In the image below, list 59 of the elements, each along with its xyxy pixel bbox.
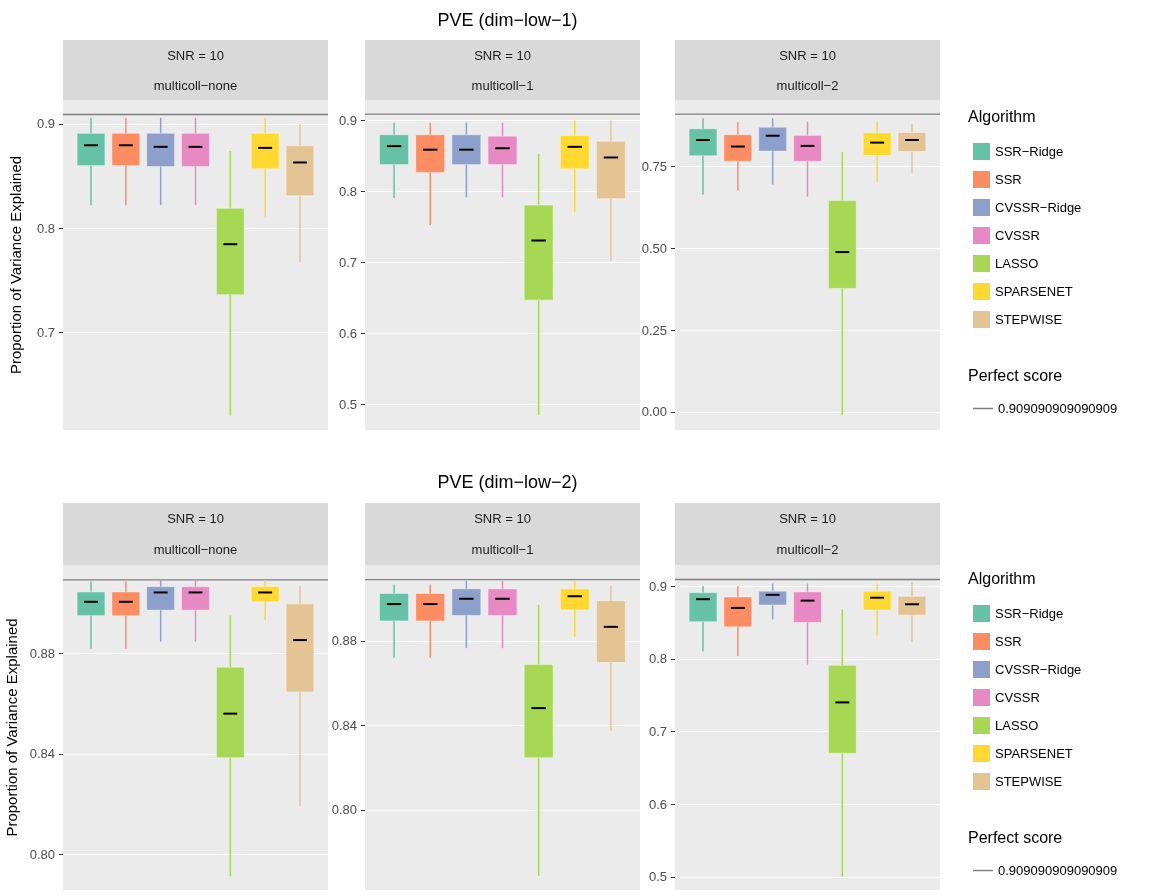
chart-title: PVE (dim−low−1) bbox=[437, 10, 578, 30]
legend-label: SSR bbox=[995, 172, 1022, 187]
text: Perfect score bbox=[968, 366, 1063, 384]
y-tick-label: 0.5 bbox=[338, 396, 357, 412]
text: SNR = 10 bbox=[779, 511, 836, 526]
y-tick-label: 0.5 bbox=[648, 869, 667, 885]
y-tick-label: 0.84 bbox=[331, 717, 357, 733]
y-tick-label: 0.7 bbox=[338, 255, 357, 271]
y-tick-label: 0.7 bbox=[36, 324, 55, 340]
text: SNR = 10 bbox=[167, 511, 224, 526]
y-tick-label: 0.8 bbox=[648, 651, 667, 667]
legend-label: SSR−Ridge bbox=[995, 606, 1064, 621]
chart-title: PVE (dim−low−2) bbox=[437, 472, 578, 492]
y-tick-label: 0.88 bbox=[331, 633, 357, 649]
y-tick-label: 0.75 bbox=[641, 158, 667, 174]
text: multicoll−1 bbox=[471, 77, 534, 93]
legend-label: SSR bbox=[995, 634, 1022, 649]
text: SNR = 10 bbox=[167, 47, 224, 63]
legend-label: CVSSR−Ridge bbox=[995, 200, 1082, 215]
legend-label: STEPWISE bbox=[995, 774, 1063, 789]
legend-label: LASSO bbox=[995, 256, 1039, 271]
text: SNR = 10 bbox=[474, 511, 531, 526]
y-tick-label: 0.8 bbox=[338, 184, 357, 200]
legend-label: LASSO bbox=[995, 718, 1039, 733]
text: multicoll−2 bbox=[776, 77, 839, 93]
y-tick-label: 0.9 bbox=[648, 578, 667, 594]
y-tick-label: 0.80 bbox=[331, 802, 357, 818]
text: multicoll−1 bbox=[471, 542, 534, 557]
y-tick-label: 0.00 bbox=[641, 404, 667, 420]
legend-label: CVSSR−Ridge bbox=[995, 662, 1082, 677]
text: SNR = 10 bbox=[474, 47, 531, 63]
text: multicoll−none bbox=[153, 77, 238, 93]
y-axis-title: Proportion of Variance Explained bbox=[7, 155, 24, 375]
y-tick-label: 0.50 bbox=[641, 240, 667, 256]
text: SNR = 10 bbox=[779, 47, 836, 63]
legend-label: SPARSENET bbox=[995, 746, 1073, 761]
legend-label: CVSSR bbox=[995, 228, 1040, 243]
text: Perfect score bbox=[968, 828, 1063, 846]
y-tick-label: 0.88 bbox=[29, 645, 55, 661]
legend-label: STEPWISE bbox=[995, 312, 1063, 327]
legend-label: SSR−Ridge bbox=[995, 144, 1064, 159]
y-tick-label: 0.80 bbox=[29, 847, 55, 863]
y-tick-label: 0.25 bbox=[641, 322, 667, 338]
legend-label: 0.909090909090909 bbox=[998, 401, 1118, 416]
y-axis-title: Proportion of Variance Explained bbox=[2, 618, 20, 837]
text: multicoll−2 bbox=[776, 542, 839, 557]
y-tick-label: 0.6 bbox=[648, 796, 667, 812]
legend-title: Algorithm bbox=[968, 107, 1036, 125]
legend-label: SPARSENET bbox=[995, 284, 1073, 299]
y-tick-label: 0.84 bbox=[29, 746, 55, 762]
legend-label: CVSSR bbox=[995, 690, 1040, 705]
legend-title: Algorithm bbox=[968, 569, 1036, 587]
y-tick-label: 0.7 bbox=[648, 724, 667, 739]
legend-label: 0.909090909090909 bbox=[998, 863, 1118, 878]
text: multicoll−none bbox=[153, 542, 238, 557]
y-tick-label: 0.9 bbox=[338, 113, 357, 129]
y-tick-label: 0.8 bbox=[36, 220, 55, 236]
y-tick-label: 0.6 bbox=[338, 325, 357, 341]
y-tick-label: 0.9 bbox=[36, 116, 55, 132]
